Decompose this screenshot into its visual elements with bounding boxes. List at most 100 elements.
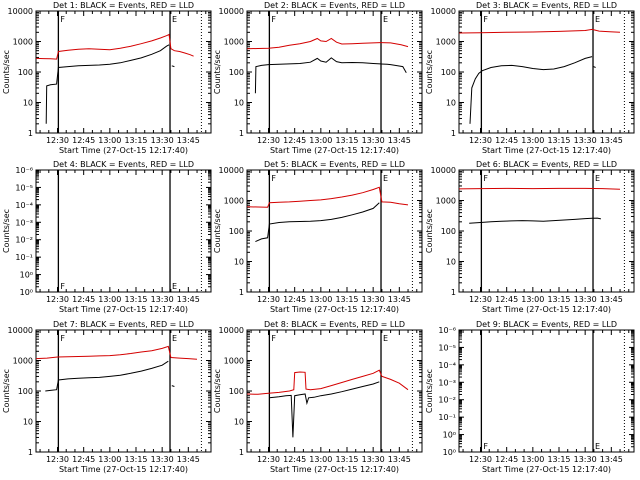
y-tick-label: 10 (23, 418, 33, 427)
series-line-lld (247, 186, 409, 208)
marker-label-F: F (271, 174, 276, 183)
y-tick-label: 10000 (431, 166, 456, 175)
x-tick-label: 13:15 (547, 455, 570, 464)
y-tick-label: 10⁰ (20, 288, 33, 297)
marker-label-E: E (595, 442, 600, 451)
series-line-events (171, 385, 175, 387)
x-tick-label: 12:45 (495, 136, 518, 145)
series-line-events (171, 65, 175, 68)
y-tick-label: 10⁰ (443, 431, 456, 440)
y-tick-label: 10 (446, 258, 456, 267)
y-tick-label: 10⁻⁶ (438, 326, 456, 335)
x-tick-label: 12:30 (257, 455, 280, 464)
panel-title: Det 4: BLACK = Events, RED = LLD (53, 160, 194, 169)
y-tick-label: 10⁻⁵ (438, 343, 456, 352)
marker-label-E: E (172, 15, 177, 24)
y-tick-label: 10⁰ (443, 448, 456, 457)
series-line-lld (36, 345, 198, 360)
plot-frame (458, 10, 635, 134)
series-line-events (469, 217, 602, 224)
y-tick-label: 10⁻⁴ (15, 201, 33, 210)
y-tick-label: 10000 (219, 7, 244, 16)
y-tick-label: 10000 (219, 326, 244, 335)
x-axis-caption: Start Time (27-Oct-15 12:17:40) (270, 465, 399, 474)
y-axis-caption: Counts/sec (213, 369, 222, 413)
x-axis-caption: Start Time (27-Oct-15 12:17:40) (59, 146, 188, 155)
y-tick-label: 100 (441, 68, 456, 77)
y-tick-label: 10⁻² (15, 236, 33, 245)
x-tick-label: 13:45 (388, 295, 411, 304)
y-tick-label: 10 (234, 258, 244, 267)
y-axis-caption: Counts/sec (425, 50, 434, 94)
y-tick-label: 10⁻³ (438, 378, 456, 387)
series-line-lld (459, 187, 621, 190)
y-tick-label: 10 (446, 99, 456, 108)
y-tick-label: 100 (229, 387, 244, 396)
panel-title: Det 6: BLACK = Events, RED = LLD (476, 160, 617, 169)
x-tick-label: 13:15 (124, 455, 147, 464)
x-tick-label: 13:30 (362, 295, 385, 304)
panel-title: Det 5: BLACK = Events, RED = LLD (264, 160, 405, 169)
y-tick-label: 100 (441, 227, 456, 236)
y-tick-label: 1 (28, 448, 33, 457)
y-tick-label: 1 (451, 288, 456, 297)
x-tick-label: 13:15 (547, 295, 570, 304)
x-tick-label: 12:45 (283, 455, 306, 464)
y-tick-label: 10000 (8, 7, 33, 16)
panel-det-2: Det 2: BLACK = Events, RED = LLD 10000 100… (213, 1, 423, 155)
plot-frame (458, 329, 635, 453)
marker-label-E: E (172, 334, 177, 343)
marker-label-E: E (172, 282, 177, 291)
marker-label-E: E (595, 15, 600, 24)
panel-det-4: Det 4: BLACK = Events, RED = LLD 10⁻⁶ 10⁻⁵… (2, 160, 212, 314)
y-tick-label: 100 (229, 68, 244, 77)
x-axis-caption: Start Time (27-Oct-15 12:17:40) (482, 146, 611, 155)
plot-frame (246, 329, 423, 453)
x-tick-label: 13:30 (574, 295, 597, 304)
y-axis-caption: Counts/sec (213, 50, 222, 94)
marker-label-E: E (383, 174, 388, 183)
y-tick-label: 1000 (13, 357, 33, 366)
x-tick-label: 13:00 (521, 295, 544, 304)
x-tick-label: 13:00 (98, 295, 121, 304)
x-axis-caption: Start Time (27-Oct-15 12:17:40) (59, 305, 188, 314)
plot-frame (35, 329, 212, 453)
x-tick-label: 12:30 (257, 136, 280, 145)
y-axis-caption: Counts/sec (2, 369, 11, 413)
y-tick-label: 10⁻⁴ (438, 361, 456, 370)
series-line-lld (459, 28, 621, 34)
x-axis-caption: Start Time (27-Oct-15 12:17:40) (59, 465, 188, 474)
y-tick-label: 100 (18, 68, 33, 77)
y-axis-caption: Counts/sec (2, 50, 11, 94)
y-tick-label: 1000 (13, 38, 33, 47)
x-tick-label: 13:30 (151, 136, 174, 145)
y-tick-label: 10⁻¹ (438, 413, 456, 422)
marker-label-F: F (60, 15, 65, 24)
panel-det-6: Det 6: BLACK = Events, RED = LLD 10000 100… (425, 160, 635, 314)
y-tick-label: 1000 (224, 38, 244, 47)
x-axis-caption: Start Time (27-Oct-15 12:17:40) (270, 305, 399, 314)
x-tick-label: 13:30 (574, 136, 597, 145)
x-tick-label: 13:45 (177, 455, 200, 464)
x-tick-label: 13:00 (521, 455, 544, 464)
panel-det-8: Det 8: BLACK = Events, RED = LLD 10000 100… (213, 320, 423, 474)
panel-title: Det 3: BLACK = Events, RED = LLD (476, 1, 617, 10)
y-tick-label: 10000 (8, 326, 33, 335)
x-tick-label: 12:30 (257, 295, 280, 304)
series-line-events (469, 56, 593, 124)
x-tick-label: 13:15 (335, 455, 358, 464)
series-line-events (593, 66, 596, 68)
x-tick-label: 13:45 (388, 136, 411, 145)
panel-det-9: Det 9: BLACK = Events, RED = LLD 10⁻⁶ 10⁻⁵… (425, 320, 635, 474)
x-tick-label: 12:30 (469, 136, 492, 145)
marker-label-E: E (595, 174, 600, 183)
series-line-lld (36, 33, 194, 60)
x-tick-label: 13:00 (98, 455, 121, 464)
x-tick-label: 13:00 (309, 455, 332, 464)
marker-label-F: F (271, 15, 276, 24)
y-tick-label: 10000 (219, 166, 244, 175)
plot-frame (35, 169, 212, 293)
panel-det-1: Det 1: BLACK = Events, RED = LLD 10000 100… (2, 1, 212, 155)
x-tick-label: 12:45 (495, 295, 518, 304)
